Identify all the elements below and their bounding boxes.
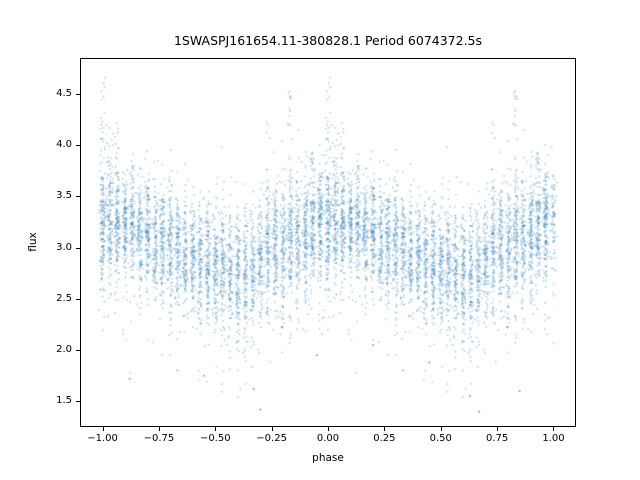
y-tick-mark: [76, 93, 80, 95]
x-tick-label: 1.00: [542, 433, 565, 444]
x-tick-mark: [328, 427, 329, 431]
x-tick-mark: [158, 427, 160, 431]
x-tick-label: 0.75: [485, 433, 509, 444]
x-tick-label: −0.50: [199, 433, 231, 444]
y-tick-label: 3.0: [56, 241, 72, 253]
x-tick-label: −0.75: [143, 433, 175, 444]
x-axis-label: phase: [312, 452, 344, 464]
x-tick-mark: [497, 427, 499, 431]
x-tick-mark: [102, 427, 104, 431]
y-tick-label: 4.5: [56, 87, 72, 99]
y-tick-label: 2.5: [56, 292, 72, 304]
y-tick-mark: [76, 196, 80, 198]
x-tick-label: −0.25: [256, 433, 287, 444]
y-tick-mark: [76, 298, 80, 300]
y-tick-label: 3.5: [56, 190, 72, 202]
x-tick-label: 0.25: [373, 433, 396, 444]
chart-title: 1SWASPJ161654.11-380828.1 Period 6074372…: [173, 33, 483, 48]
x-tick-mark: [440, 427, 442, 431]
y-tick-label: 4.0: [56, 139, 72, 151]
x-tick-label: 0.50: [429, 433, 452, 444]
y-tick-label: 2.0: [56, 344, 72, 356]
x-tick-mark: [553, 427, 555, 431]
y-tick-mark: [76, 247, 80, 249]
y-tick-mark: [76, 401, 80, 403]
y-axis-label: flux: [27, 232, 39, 252]
y-tick-mark: [76, 350, 80, 352]
y-tick-mark: [76, 145, 80, 147]
x-tick-label: 0.00: [316, 433, 340, 444]
scatter-points-canvas: [80, 58, 576, 427]
y-tick-label: 1.5: [56, 395, 72, 407]
x-tick-label: −1.00: [87, 433, 118, 444]
x-tick-mark: [271, 427, 273, 431]
x-tick-mark: [384, 427, 386, 431]
x-tick-mark: [215, 427, 217, 431]
